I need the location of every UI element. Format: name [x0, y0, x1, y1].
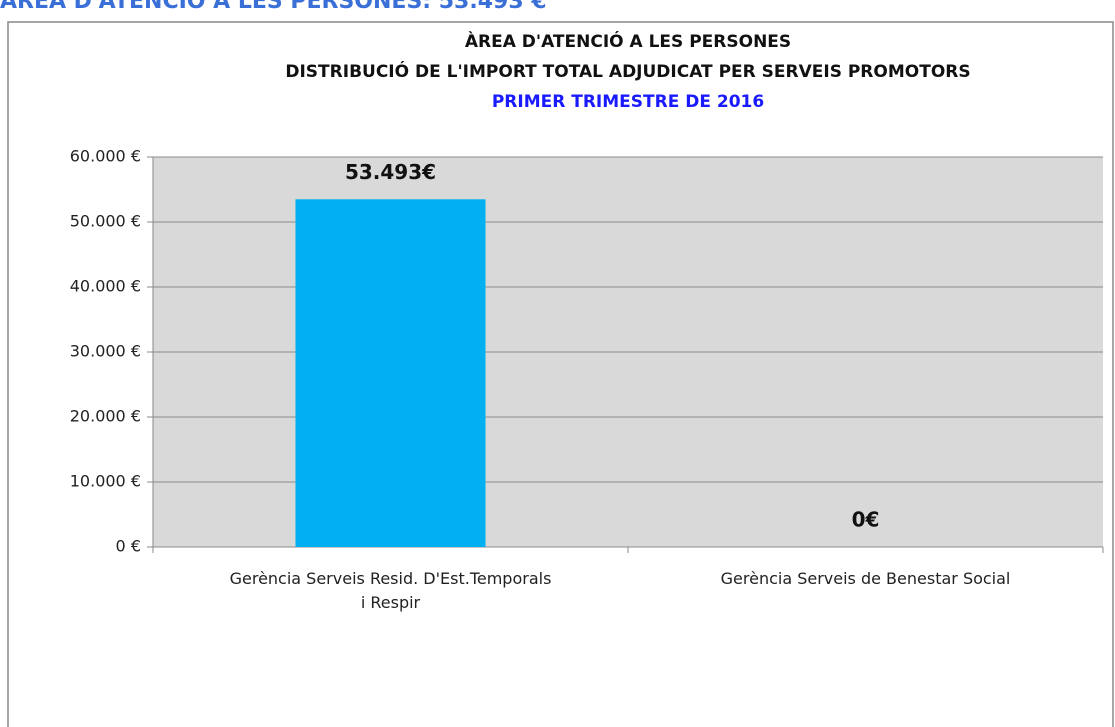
chart-subtitle: DISTRIBUCIÓ DE L'IMPORT TOTAL ADJUDICAT … — [285, 60, 970, 82]
x-tick-label: Gerència Serveis Resid. D'Est.Temporals … — [229, 569, 552, 612]
y-tick-label: 20.000 € — [70, 407, 141, 426]
y-tick-label: 30.000 € — [70, 342, 141, 361]
y-tick-label: 10.000 € — [70, 472, 141, 491]
y-tick-label: 60.000 € — [70, 147, 141, 166]
y-tick-label: 0 € — [116, 537, 141, 556]
chart-title: ÀREA D'ATENCIÓ A LES PERSONES — [465, 30, 791, 52]
x-tick-label: Gerència Serveis de Benestar Social — [720, 569, 1011, 588]
value-label: 0€ — [852, 508, 880, 532]
page-header: ÀREA D'ATENCIÓ A LES PERSONES: 53.493 € — [0, 0, 547, 14]
value-label: 53.493€ — [345, 160, 436, 184]
bar — [295, 199, 486, 547]
y-tick-label: 40.000 € — [70, 277, 141, 296]
chart-period: PRIMER TRIMESTRE DE 2016 — [492, 92, 764, 112]
y-tick-label: 50.000 € — [70, 212, 141, 231]
